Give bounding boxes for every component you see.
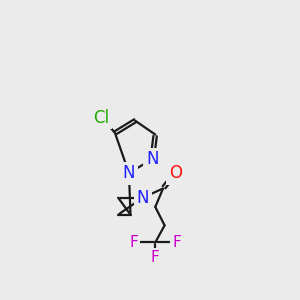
- Text: O: O: [169, 164, 182, 182]
- Text: Cl: Cl: [93, 109, 109, 127]
- Text: N: N: [137, 189, 149, 207]
- Text: N: N: [146, 150, 158, 168]
- Text: F: F: [129, 235, 138, 250]
- Text: N: N: [123, 164, 135, 182]
- Text: F: F: [172, 235, 182, 250]
- Text: F: F: [151, 250, 160, 265]
